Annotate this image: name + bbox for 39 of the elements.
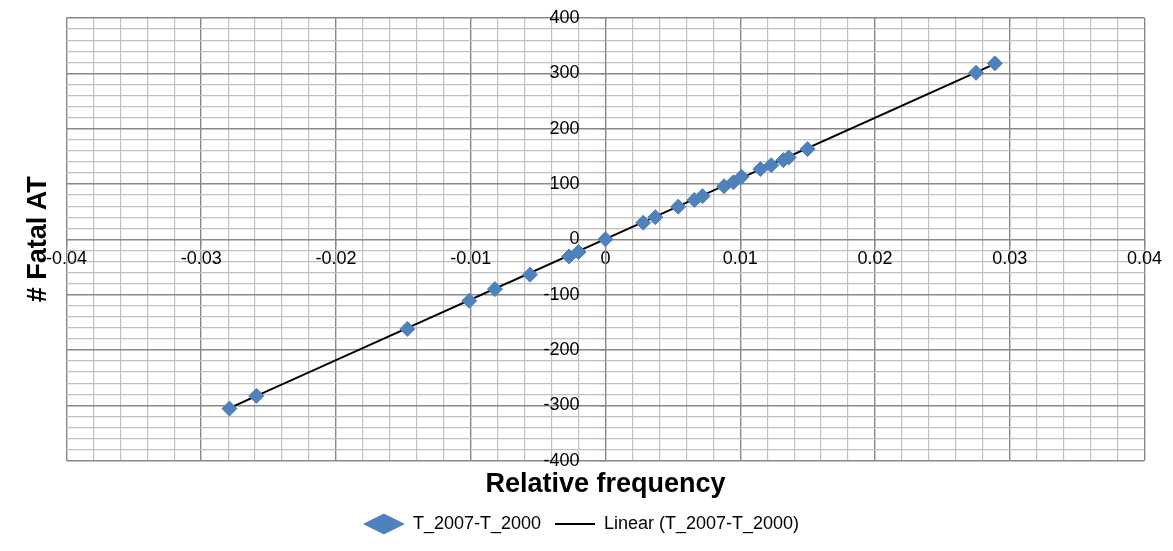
- y-tick-label: 300: [549, 62, 580, 83]
- y-tick-label: 200: [549, 117, 580, 138]
- point: [486, 281, 503, 298]
- x-tick-label: -0.04: [45, 248, 87, 269]
- point: [752, 161, 769, 178]
- point: [670, 198, 687, 215]
- x-tick-label: 0.03: [992, 248, 1028, 269]
- y-tick-label: 0: [569, 228, 580, 249]
- point: [968, 64, 985, 81]
- point: [694, 188, 711, 205]
- y-tick-label: 100: [549, 172, 580, 193]
- point: [986, 55, 1003, 72]
- legend-label: T_2007-T_2000: [412, 512, 541, 534]
- x-tick-label: 0.02: [857, 248, 893, 269]
- point: [733, 168, 750, 185]
- point: [521, 266, 538, 283]
- point: [221, 400, 238, 417]
- y-tick-label: -100: [543, 283, 580, 304]
- point: [561, 248, 578, 265]
- x-tick-label: -0.03: [180, 248, 222, 269]
- point: [248, 387, 265, 404]
- point: [647, 209, 664, 226]
- x-tick-label: 0.01: [722, 248, 758, 269]
- y-tick-label: -200: [543, 338, 580, 359]
- point: [461, 292, 478, 309]
- point: [570, 244, 587, 261]
- point: [763, 157, 780, 174]
- point: [635, 214, 652, 231]
- y-tick-label: -400: [543, 449, 580, 470]
- x-tick-label: 0.04: [1126, 248, 1163, 269]
- x-tick-label: -0.02: [315, 248, 357, 269]
- legend-label: Linear (T_2007-T_2000): [603, 512, 800, 534]
- y-tick-label: 400: [549, 6, 580, 27]
- point: [597, 231, 614, 248]
- x-axis-title: Relative frequency: [485, 468, 726, 499]
- x-tick-label: -0.01: [450, 248, 492, 269]
- point: [399, 320, 416, 337]
- point: [799, 141, 816, 158]
- y-tick-label: -300: [543, 394, 580, 415]
